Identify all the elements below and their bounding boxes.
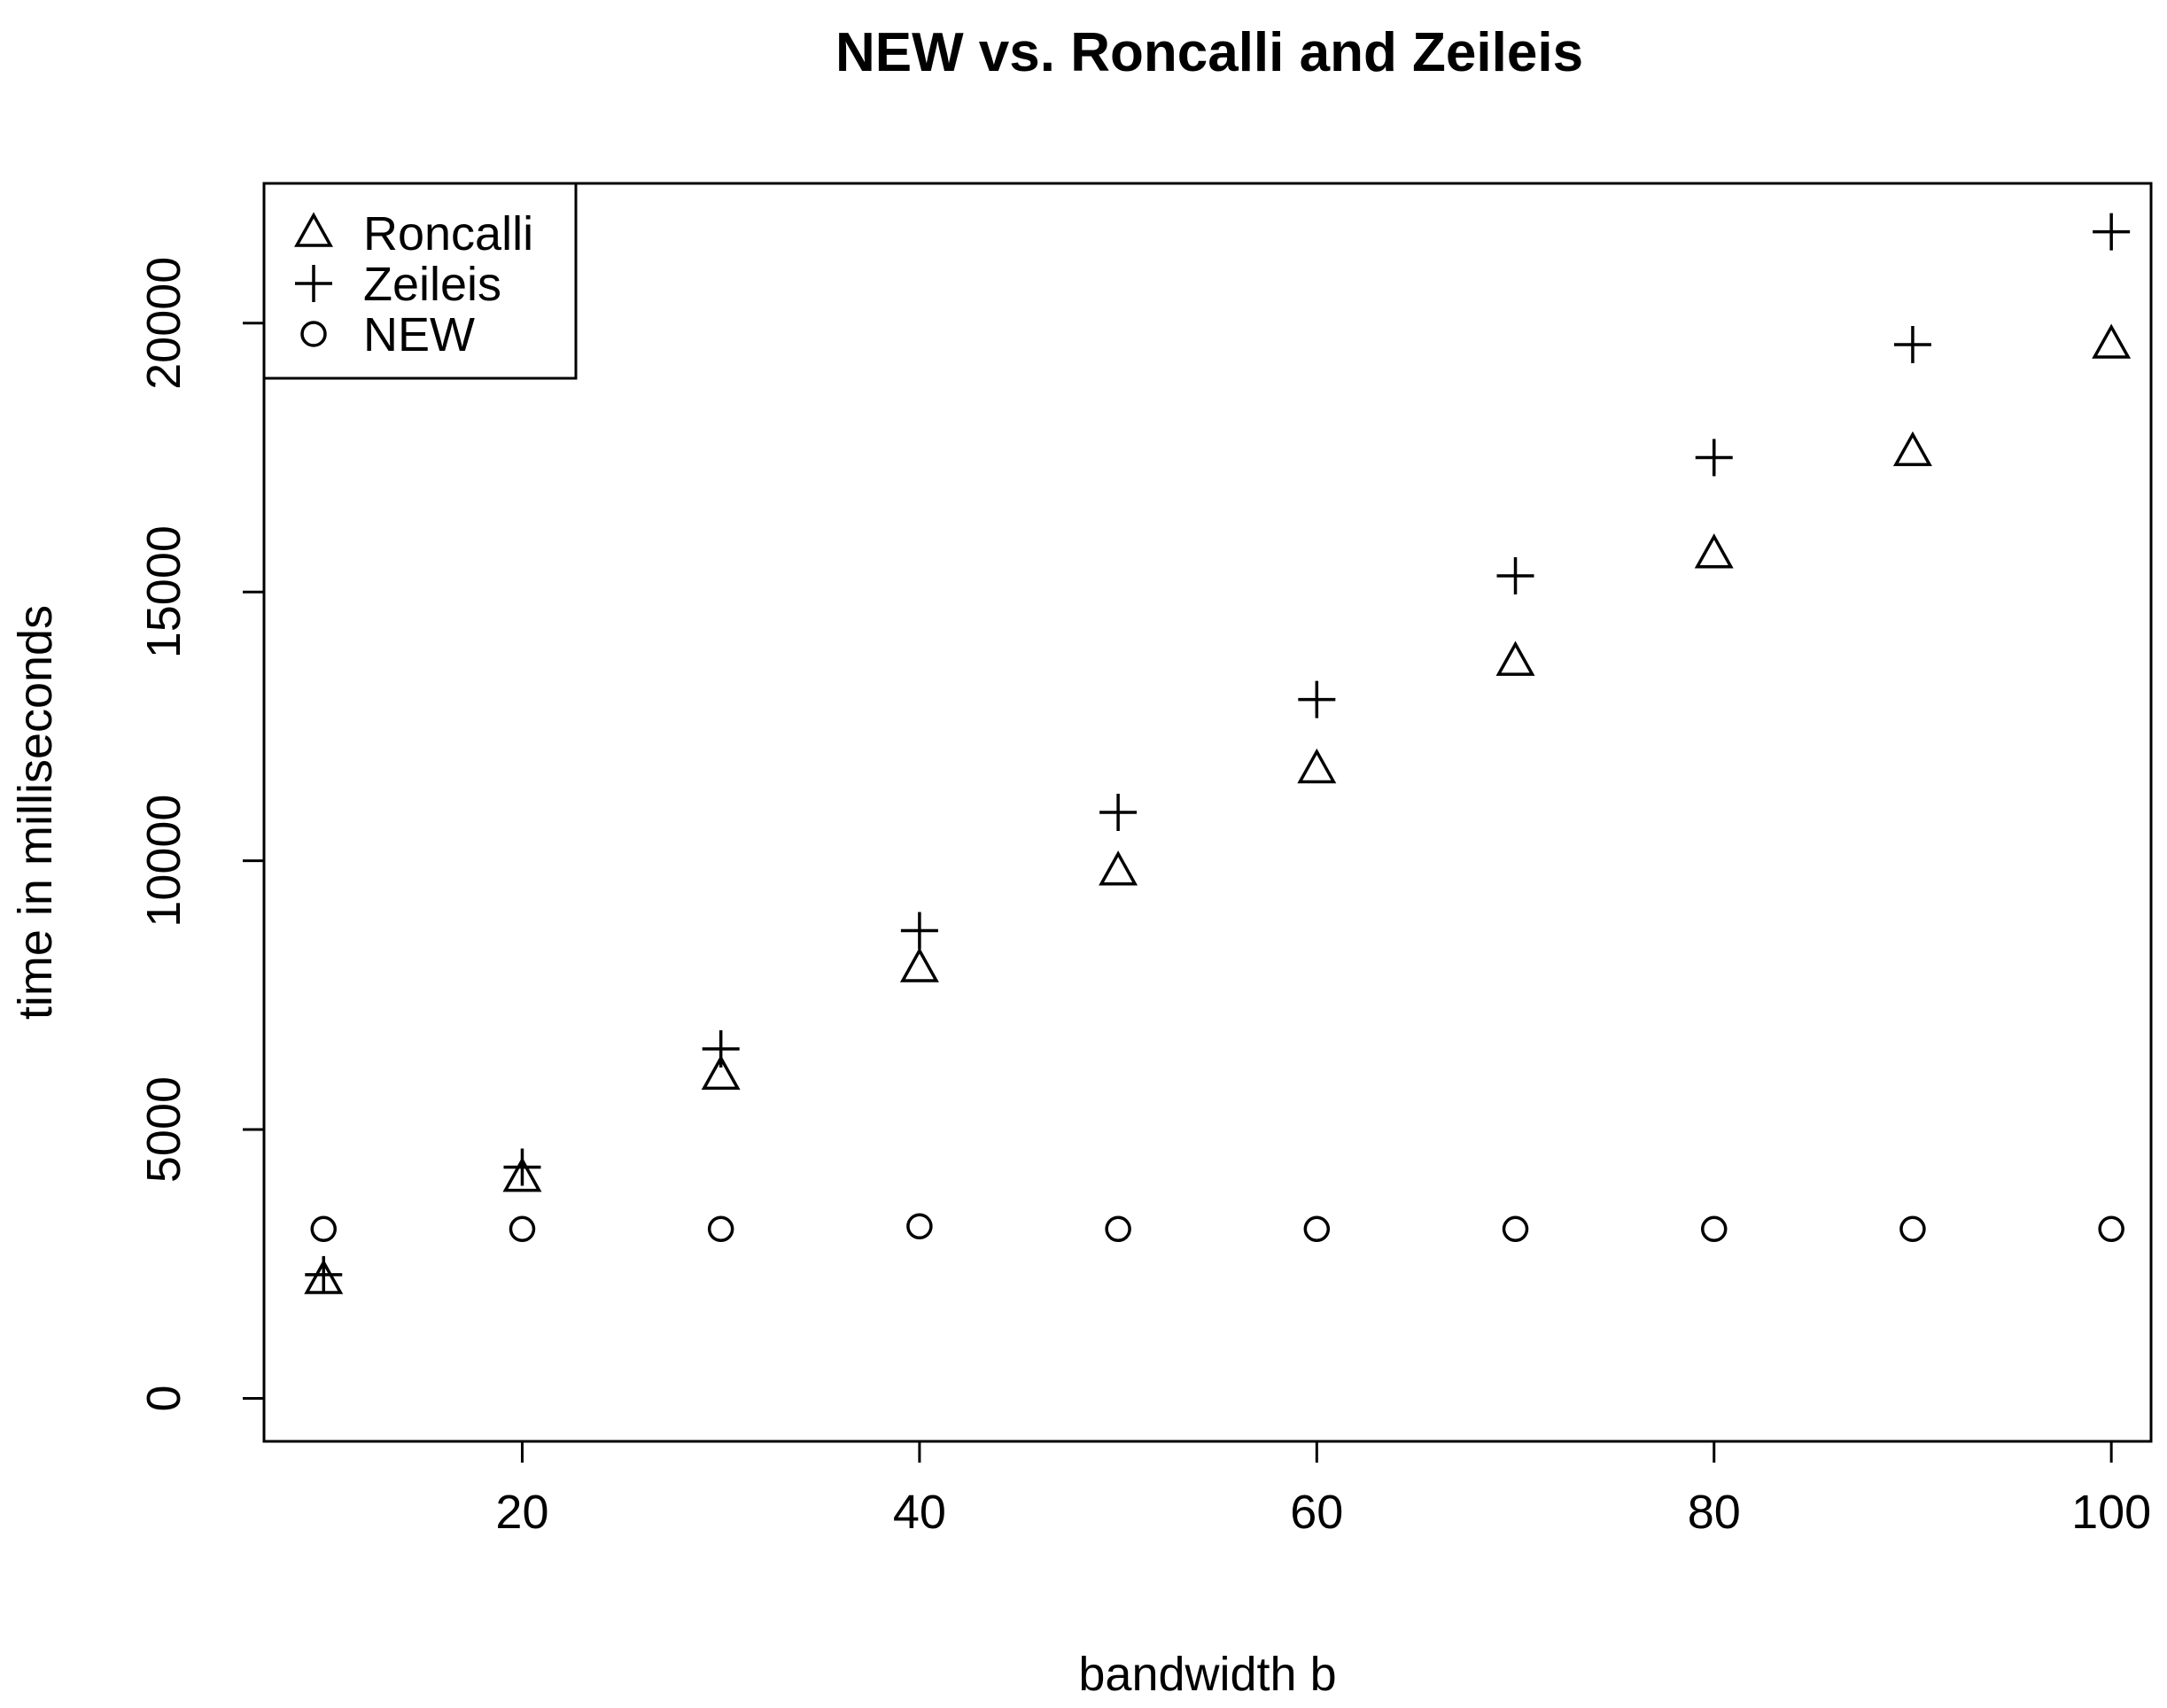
data-point-new [509,1215,536,1243]
legend-label-roncalli: Roncalli [363,207,533,260]
y-tick-label: 0 [137,1385,190,1411]
data-point-roncalli [502,1157,542,1192]
chart-title: NEW vs. Roncalli and Zeileis [835,22,1583,83]
data-point-zeileis [1099,794,1138,831]
x-axis-label: bandwidth b [1078,1648,1336,1701]
x-tick-label: 80 [1688,1486,1741,1539]
data-point-zeileis [2093,213,2131,251]
data-point-new [1899,1215,1926,1243]
data-point-new [2098,1215,2124,1243]
data-point-new [1105,1215,1131,1243]
y-axis: 0 5000 10000 15000 20000 [137,257,266,1411]
series-roncalli [304,323,2132,1294]
data-point-roncalli [1297,748,1337,784]
series-new [310,1213,2124,1243]
data-point-new [1502,1215,1529,1243]
data-point-new [310,1215,338,1243]
data-point-zeileis [1695,439,1733,477]
data-point-zeileis [1496,556,1534,594]
y-axis-label: time in milliseconds [9,605,62,1020]
x-tick-label: 20 [495,1486,548,1539]
data-point-roncalli [1495,640,1535,676]
legend-marker-roncalli [294,212,333,247]
data-point-zeileis [1893,326,1931,364]
y-tick-label: 10000 [137,795,190,928]
data-point-zeileis [900,912,938,950]
data-point-roncalli [899,947,939,982]
y-tick-label: 15000 [137,525,190,658]
data-point-zeileis [702,1030,740,1068]
y-tick-label: 20000 [137,257,190,390]
series-zeileis [305,213,2131,1293]
data-point-zeileis [1298,680,1336,718]
data-points [304,213,2132,1294]
data-point-zeileis [305,1255,343,1293]
data-point-zeileis [503,1148,541,1186]
x-axis: 20 40 60 80 100 [495,1440,2151,1539]
y-tick-label: 5000 [137,1076,190,1183]
data-point-roncalli [1892,431,1932,467]
legend-marker-new [300,321,327,347]
legend-label-new: NEW [363,308,475,361]
x-tick-label: 100 [2071,1486,2151,1539]
data-point-roncalli [701,1054,741,1091]
data-point-new [1700,1215,1728,1243]
legend-label-zeileis: Zeileis [363,258,501,311]
legend-marker-zeileis [295,265,332,302]
data-point-roncalli [2092,323,2132,359]
x-tick-label: 40 [893,1486,946,1539]
data-point-new [1303,1215,1331,1243]
data-point-new [906,1213,933,1240]
data-point-roncalli [1099,850,1138,886]
x-tick-label: 60 [1290,1486,1343,1539]
data-point-roncalli [1694,533,1734,569]
data-point-new [707,1215,734,1243]
